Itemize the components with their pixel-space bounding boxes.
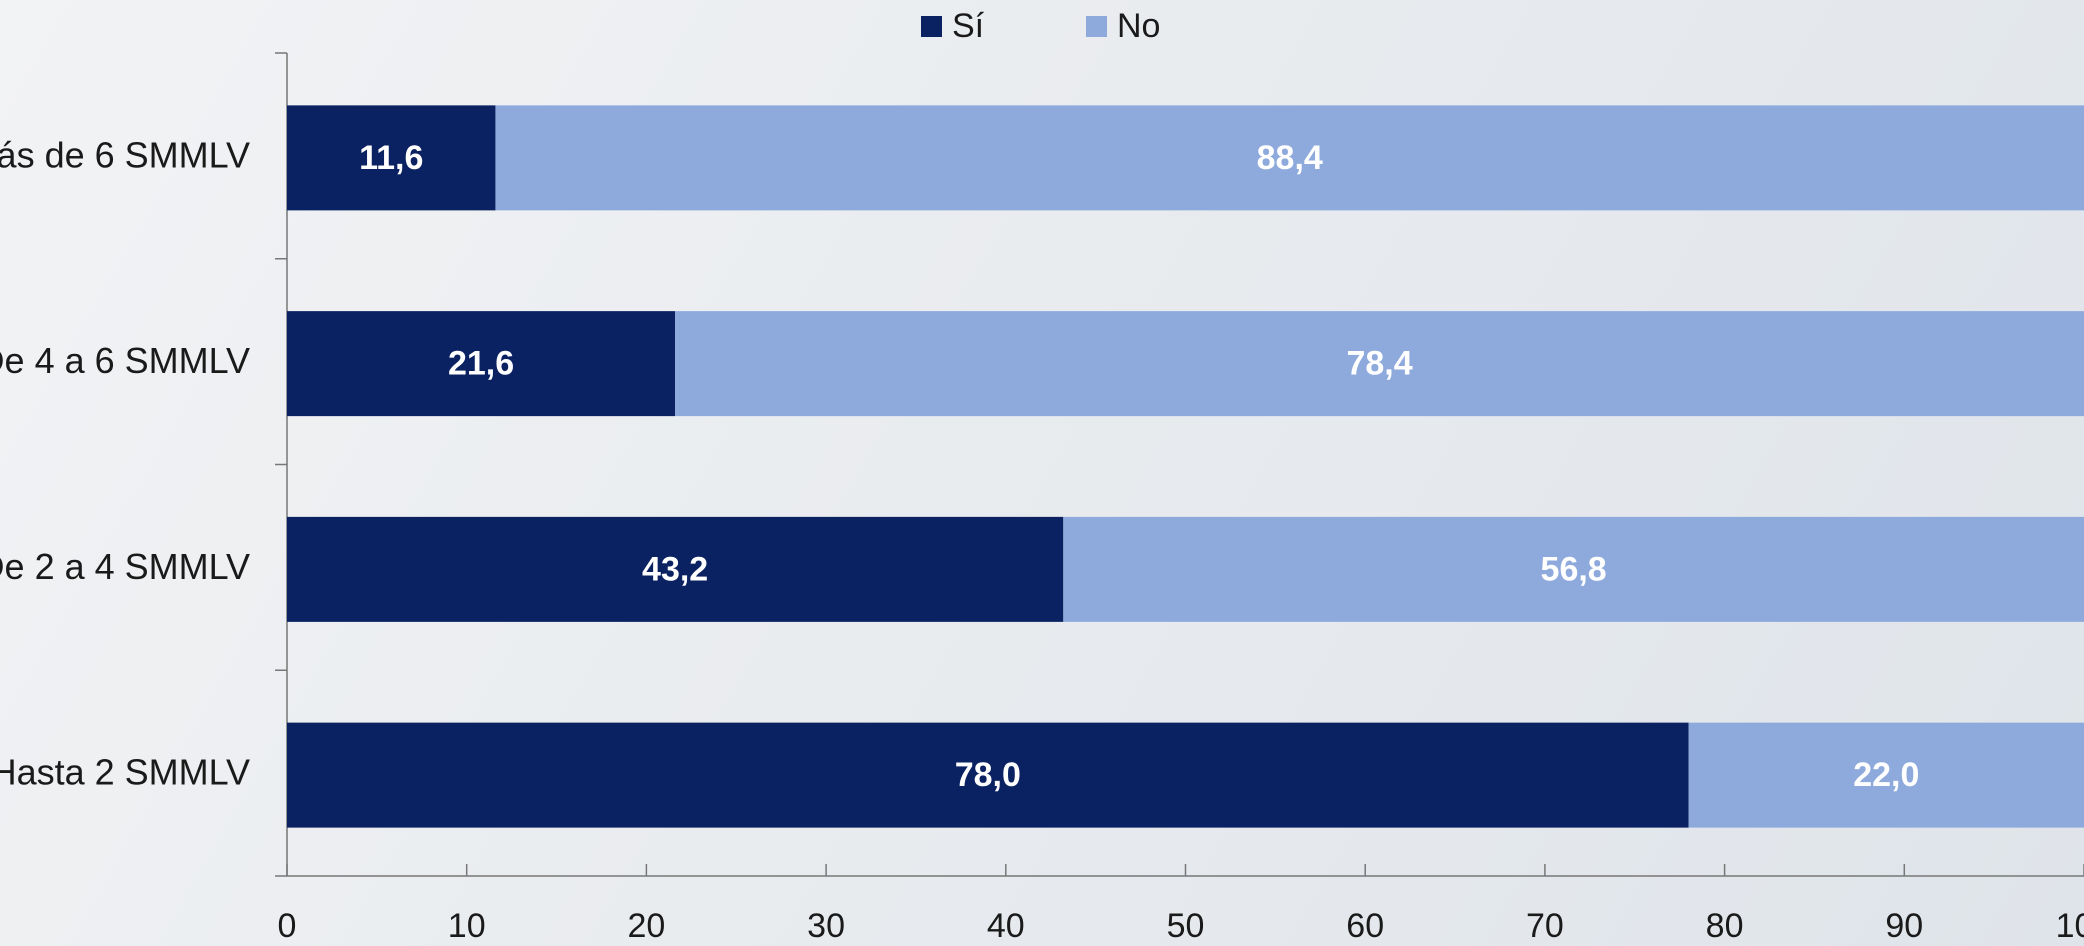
value-label: 22,0 [1853, 756, 1919, 794]
value-label: 11,6 [359, 139, 423, 177]
bar-segment [287, 516, 1064, 622]
x-tick-label: 100 [2056, 907, 2084, 945]
x-tick-label: 90 [1885, 907, 1923, 945]
x-tick-label: 80 [1706, 907, 1744, 945]
x-tick-label: 10 [448, 907, 486, 945]
x-tick-label: 30 [807, 907, 845, 945]
value-label: 78,0 [955, 756, 1021, 794]
value-label: 21,6 [448, 345, 514, 383]
bar-segment [1063, 516, 2084, 622]
value-label: 43,2 [642, 550, 708, 588]
bar-segment [675, 311, 2084, 417]
x-tick-label: 60 [1346, 907, 1384, 945]
legend-label: No [1117, 7, 1160, 45]
legend-label: Sí [952, 7, 985, 45]
value-label: 88,4 [1257, 139, 1323, 177]
y-tick-label: Más de 6 SMMLV [0, 134, 250, 175]
x-tick-label: 70 [1526, 907, 1564, 945]
bar-segment [287, 722, 1689, 828]
y-tick-label: De 4 a 6 SMMLV [0, 340, 250, 381]
y-tick-label: De 2 a 4 SMMLV [0, 546, 250, 587]
x-tick-label: 0 [278, 907, 297, 945]
bar-segment [287, 105, 496, 211]
value-label: 78,4 [1346, 345, 1412, 383]
x-tick-label: 40 [987, 907, 1025, 945]
bar-segment [287, 311, 676, 417]
bar-segment [1688, 722, 2084, 828]
x-tick-label: 20 [627, 907, 665, 945]
legend-swatch [1086, 16, 1107, 37]
x-tick-label: 50 [1167, 907, 1205, 945]
value-label: 56,8 [1541, 550, 1607, 588]
y-tick-label: Hasta 2 SMMLV [0, 752, 250, 793]
legend-swatch [921, 16, 942, 37]
bar-segment [495, 105, 2084, 211]
